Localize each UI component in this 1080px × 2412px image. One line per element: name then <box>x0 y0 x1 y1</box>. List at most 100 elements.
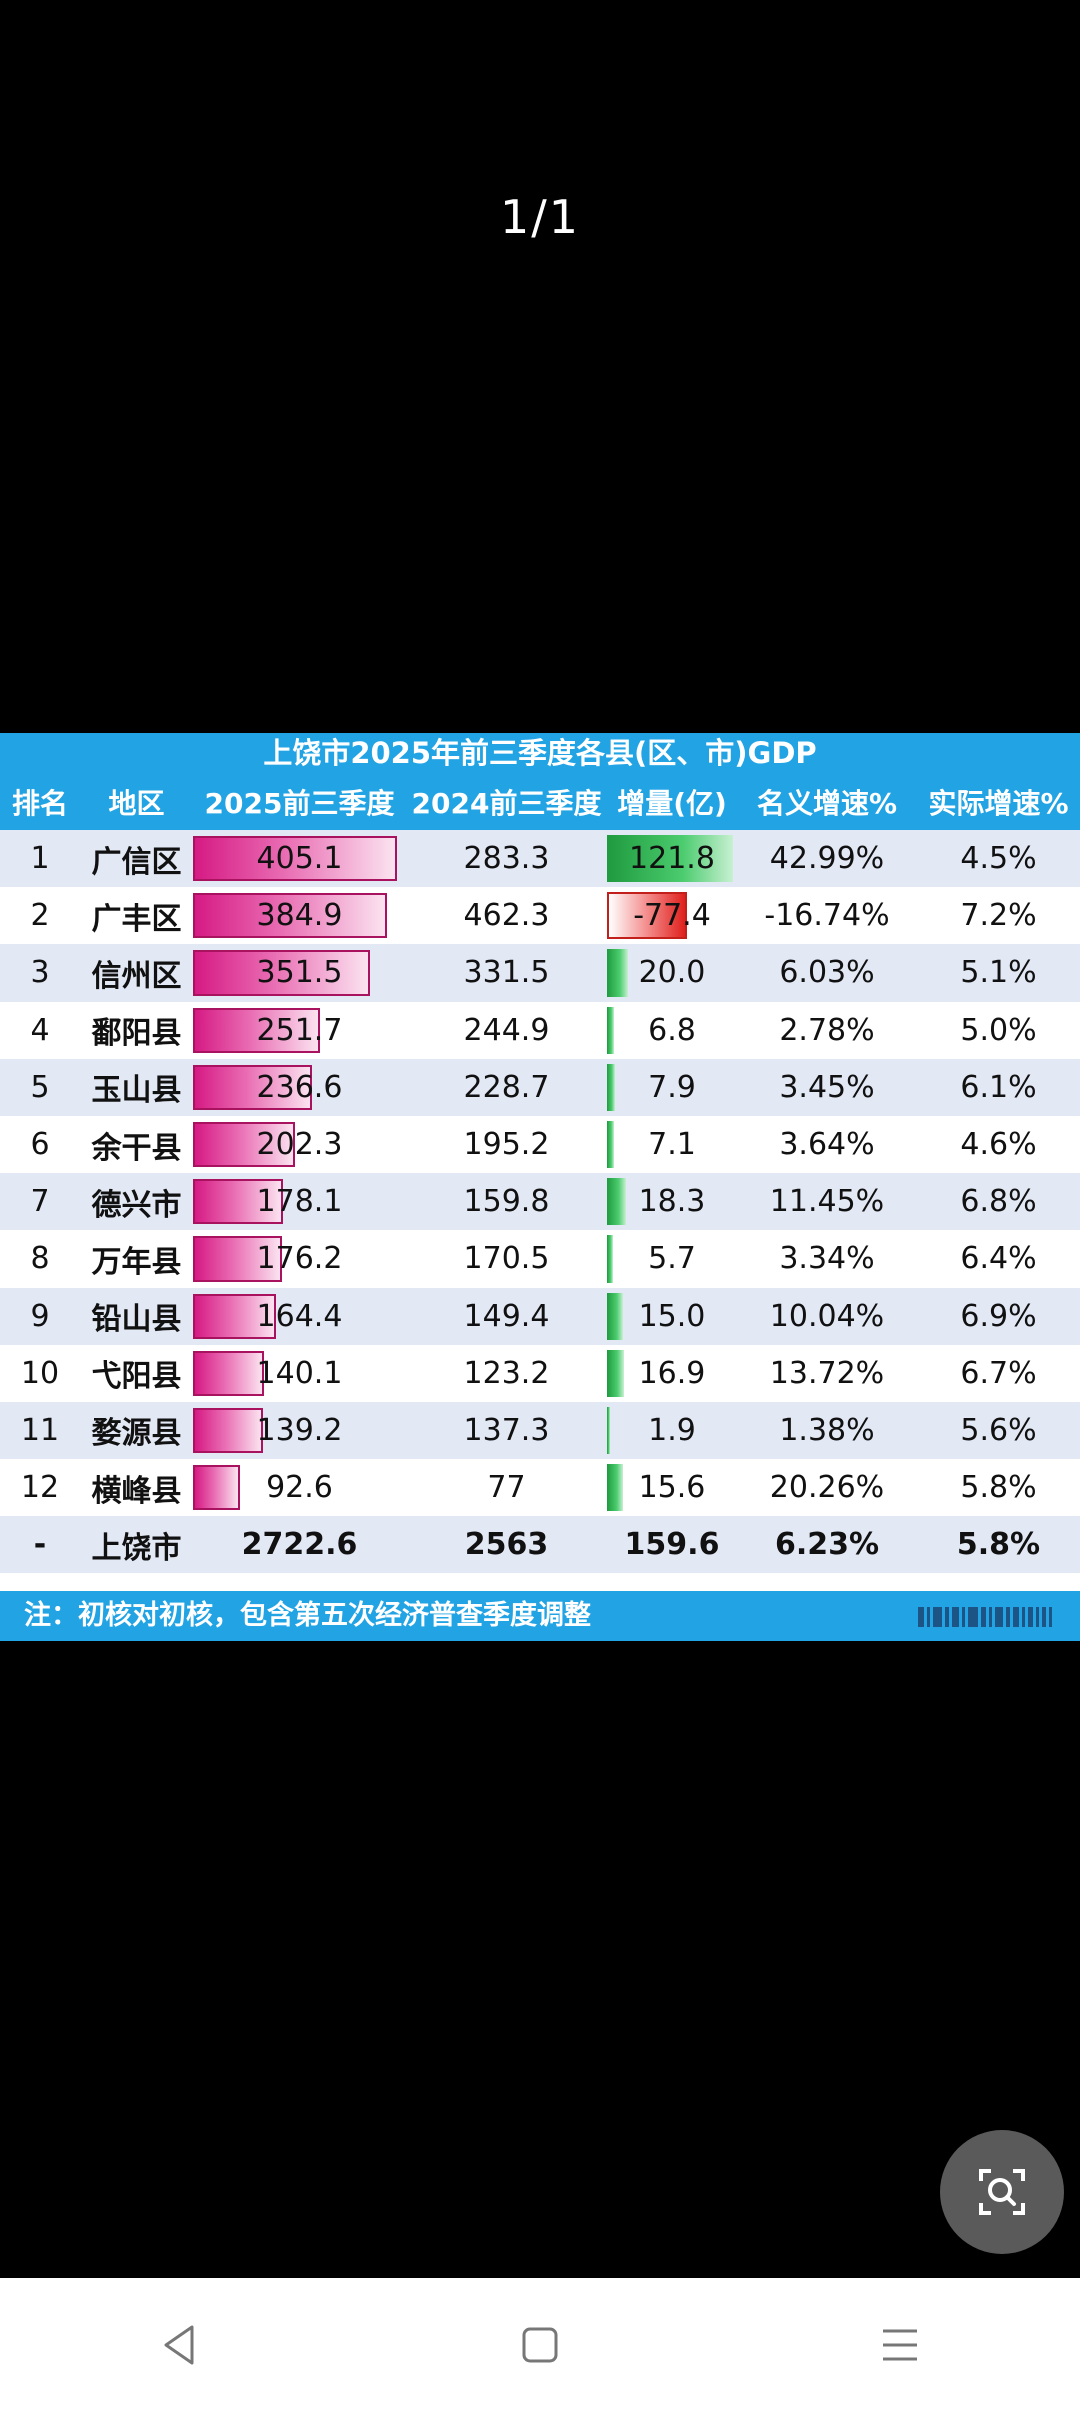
increase-bar <box>607 835 733 883</box>
gdp-2025-bar <box>193 1465 240 1511</box>
rank-cell: 1 <box>30 841 50 877</box>
gdp-2024-cell: 195.2 <box>463 1127 550 1163</box>
nominal-growth-cell: 3.34% <box>779 1241 875 1277</box>
gdp-2025-bar <box>193 1064 313 1110</box>
gdp-2025-cell: 251.7 <box>193 1002 406 1059</box>
increase-value: 20.0 <box>638 955 706 991</box>
increase-bar <box>607 1406 610 1455</box>
increase-value: 121.8 <box>629 841 715 877</box>
gdp-2024-cell: 137.3 <box>463 1412 550 1448</box>
gdp-2025-value: 92.6 <box>266 1470 333 1506</box>
increase-value: 18.3 <box>638 1184 706 1220</box>
rank-cell: 6 <box>30 1127 50 1163</box>
increase-value: 7.9 <box>648 1069 696 1105</box>
increase-cell: 7.9 <box>607 1059 737 1116</box>
gdp-2025-value: 140.1 <box>256 1355 343 1391</box>
gdp-2025-bar <box>193 1121 295 1168</box>
real-growth-cell: 5.6% <box>960 1412 1037 1448</box>
nominal-growth-cell: 6.23% <box>774 1527 880 1563</box>
nominal-growth-cell: 20.26% <box>769 1470 885 1506</box>
increase-cell: -77.4 <box>607 887 737 944</box>
real-growth-cell: 5.1% <box>960 955 1037 991</box>
gdp-2025-cell: 140.1 <box>193 1345 406 1402</box>
header-2025: 2025前三季度 <box>204 786 395 820</box>
gdp-2024-cell: 149.4 <box>463 1298 550 1334</box>
nominal-growth-cell: 1.38% <box>779 1412 875 1448</box>
gdp-2025-cell: 2722.6 <box>193 1516 406 1573</box>
increase-value: 7.1 <box>648 1127 696 1163</box>
rank-cell: 5 <box>30 1069 50 1105</box>
gdp-2025-value: 178.1 <box>256 1184 343 1220</box>
increase-bar <box>607 1292 623 1340</box>
gdp-2025-cell: 176.2 <box>193 1230 406 1287</box>
region-cell: 余干县 <box>91 1130 182 1166</box>
increase-value: 16.9 <box>638 1355 706 1391</box>
nominal-growth-cell: 6.03% <box>779 955 875 991</box>
rank-cell: 4 <box>30 1012 50 1048</box>
increase-value: -77.4 <box>633 898 711 934</box>
real-growth-cell: 4.6% <box>960 1127 1037 1163</box>
gdp-2025-value: 176.2 <box>256 1241 343 1277</box>
table-row: 11 婺源县 139.2 137.3 1.9 1.38% 5.6% <box>0 1401 1080 1460</box>
real-growth-cell: 5.8% <box>956 1527 1041 1563</box>
increase-cell: 6.8 <box>607 1002 737 1059</box>
rank-cell: 8 <box>30 1241 50 1277</box>
table-row: 9 铅山县 164.4 149.4 15.0 10.04% 6.9% <box>0 1287 1080 1345</box>
real-growth-cell: 5.0% <box>960 1012 1037 1048</box>
gdp-table-image: 上饶市2025年前三季度各县(区、市)GDP 排名 地区 2025前三季度 20… <box>0 733 1080 1641</box>
increase-cell: 7.1 <box>607 1116 737 1173</box>
gdp-2024-cell: 159.8 <box>463 1184 550 1220</box>
increase-bar <box>607 949 628 997</box>
increase-cell: 1.9 <box>607 1402 737 1459</box>
header-2024: 2024前三季度 <box>411 786 602 820</box>
gdp-2024-cell: 77 <box>487 1470 526 1506</box>
table-row: 1 广信区 405.1 283.3 121.8 42.99% 4.5% <box>0 830 1080 888</box>
gdp-2024-cell: 462.3 <box>463 898 550 934</box>
gdp-2025-bar <box>193 1407 264 1454</box>
table-row: 5 玉山县 236.6 228.7 7.9 3.45% 6.1% <box>0 1058 1080 1116</box>
nominal-growth-cell: -16.74% <box>764 898 890 934</box>
menu-icon <box>883 2329 917 2361</box>
increase-bar <box>607 1006 615 1054</box>
gdp-2025-cell: 384.9 <box>193 887 406 944</box>
increase-cell: 15.0 <box>607 1288 737 1345</box>
image-search-button[interactable] <box>940 2130 1064 2254</box>
nominal-growth-cell: 2.78% <box>779 1012 875 1048</box>
system-nav-bar <box>0 2278 1080 2412</box>
gdp-2024-cell: 244.9 <box>463 1012 550 1048</box>
increase-cell: 18.3 <box>607 1173 737 1230</box>
table-body: 1 广信区 405.1 283.3 121.8 42.99% 4.5% 2 广丰区 384.9 46… <box>0 830 1080 1574</box>
increase-cell: 16.9 <box>607 1345 737 1402</box>
increase-bar <box>607 892 688 940</box>
increase-bar <box>607 1178 626 1226</box>
increase-bar <box>607 1235 613 1283</box>
home-button[interactable] <box>490 2305 590 2385</box>
header-region: 地区 <box>108 786 165 820</box>
gdp-2024-cell: 123.2 <box>463 1355 550 1391</box>
region-cell: 广丰区 <box>91 901 182 937</box>
table-row: 3 信州区 351.5 331.5 20.0 6.03% 5.1% <box>0 944 1080 1002</box>
table-header-row: 排名 地区 2025前三季度 2024前三季度 增量(亿) 名义增速% 实际增速… <box>0 773 1080 830</box>
gdp-2024-cell: 283.3 <box>463 841 550 877</box>
back-button[interactable] <box>130 2305 230 2385</box>
region-cell: 婺源县 <box>91 1416 182 1452</box>
watermark-barcode <box>918 1607 1052 1627</box>
real-growth-cell: 6.9% <box>960 1298 1037 1334</box>
gdp-2025-bar <box>193 893 387 939</box>
rank-cell: 7 <box>30 1184 50 1220</box>
gdp-2025-bar <box>193 1179 283 1225</box>
gdp-2025-cell: 236.6 <box>193 1059 406 1116</box>
real-growth-cell: 6.8% <box>960 1184 1037 1220</box>
menu-button[interactable] <box>850 2305 950 2385</box>
rank-cell: 12 <box>20 1470 60 1506</box>
gdp-2025-cell: 92.6 <box>193 1459 406 1516</box>
total-row: - 上饶市 2722.6 2563 159.6 6.23% 5.8% <box>0 1516 1080 1574</box>
gdp-2025-value: 384.9 <box>256 898 343 934</box>
rank-cell: - <box>33 1527 47 1563</box>
table-row: 8 万年县 176.2 170.5 5.7 3.34% 6.4% <box>0 1230 1080 1287</box>
rank-cell: 2 <box>30 898 50 934</box>
table-footer: 注：初核对初核，包含第五次经济普查季度调整 <box>0 1591 1080 1641</box>
nominal-growth-cell: 11.45% <box>769 1184 885 1220</box>
increase-cell: 5.7 <box>607 1230 737 1287</box>
gdp-2025-value: 405.1 <box>256 841 343 877</box>
